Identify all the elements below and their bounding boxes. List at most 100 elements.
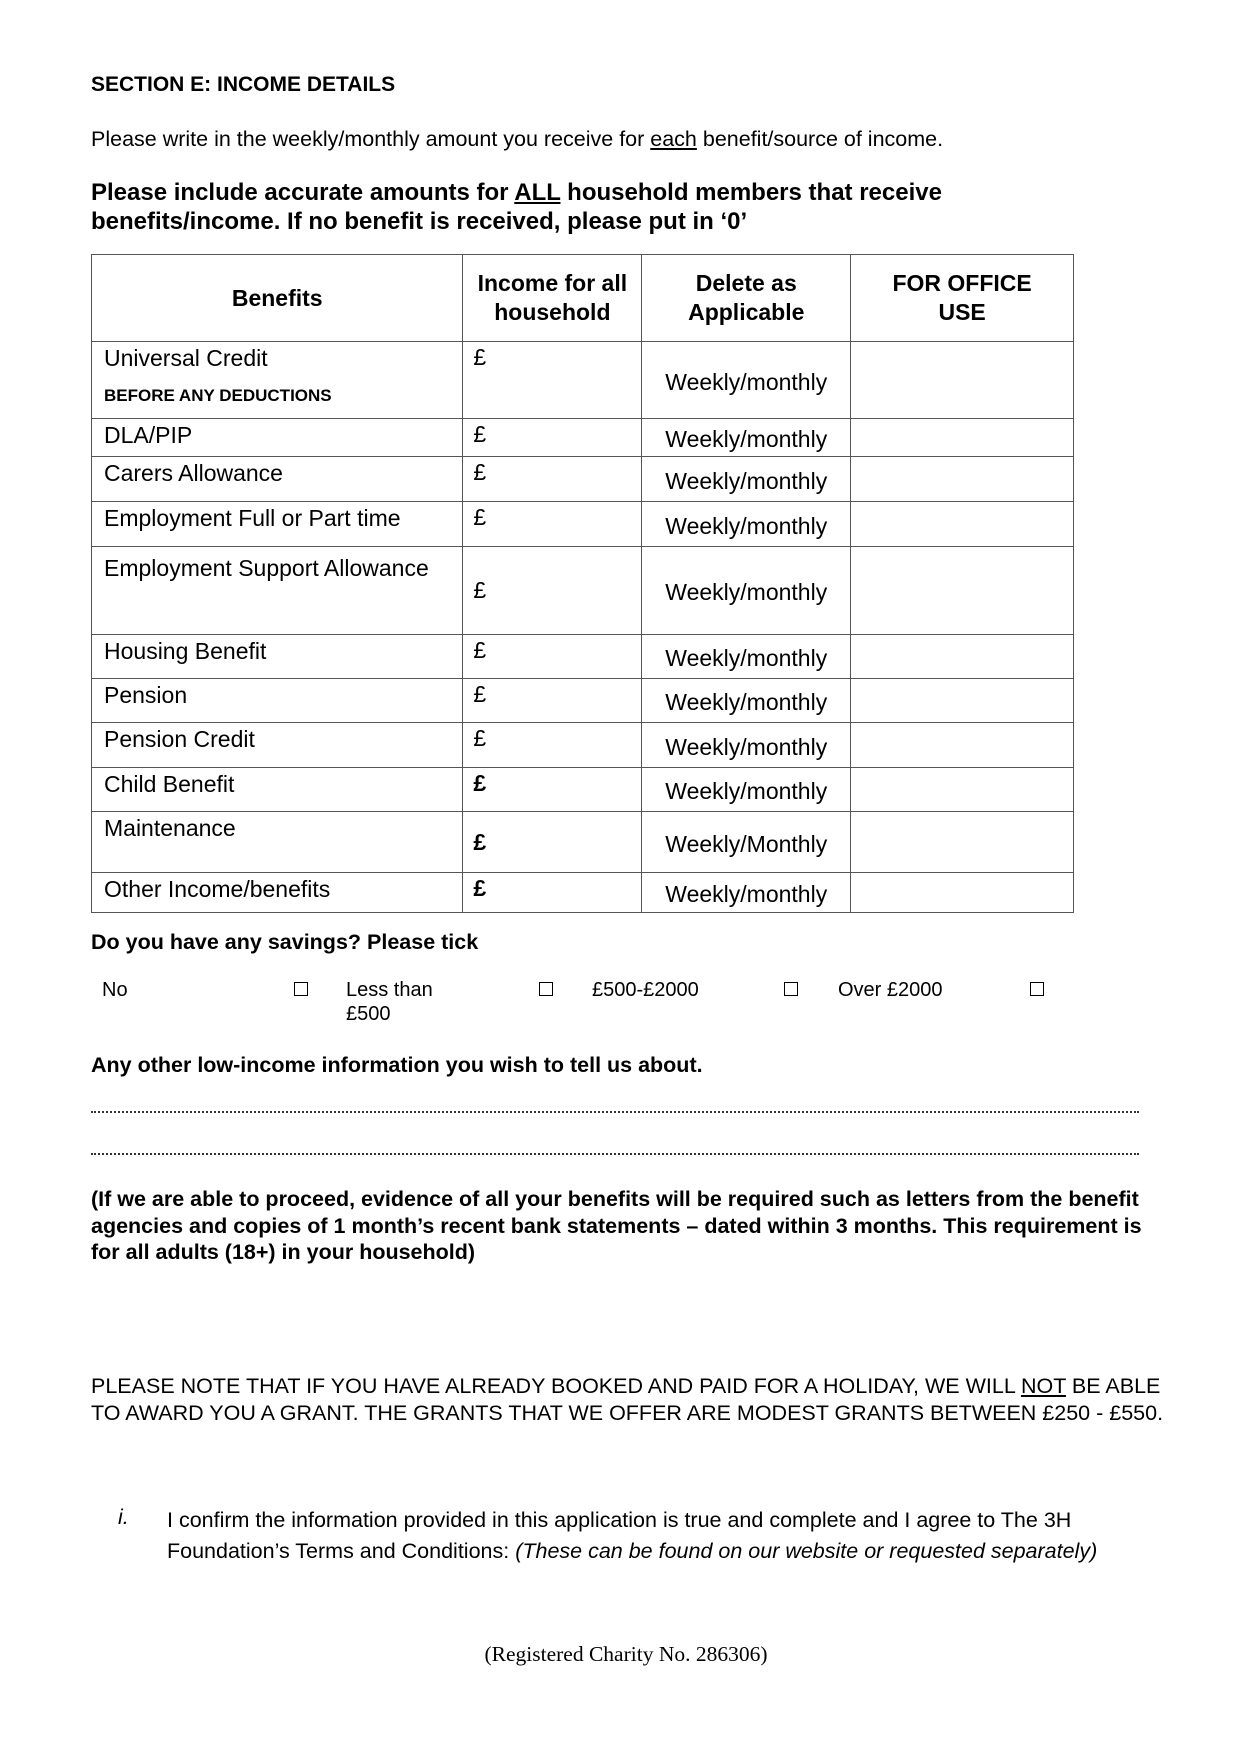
table-row: Pension Credit £ Weekly/monthly: [90, 722, 1074, 768]
benefit-label: Employment Support Allowance: [104, 555, 429, 581]
confirmation-italic: (These can be found on our website or re…: [515, 1539, 1098, 1563]
checkbox-less-than-500[interactable]: [539, 982, 553, 996]
benefit-name: Universal Credit BEFORE ANY DEDUCTIONS: [90, 341, 464, 419]
table-row: Pension £ Weekly/monthly: [90, 678, 1074, 723]
table-row: DLA/PIP £ Weekly/monthly: [90, 418, 1074, 457]
period-selector[interactable]: Weekly/monthly: [641, 722, 852, 768]
office-use-cell: [850, 501, 1074, 547]
office-use-cell: [850, 722, 1074, 768]
table-header-row: Benefits Income for all household Delete…: [90, 254, 1074, 342]
benefit-label: Employment Full or Part time: [104, 505, 401, 531]
currency-symbol: £: [473, 459, 487, 485]
income-table: Benefits Income for all household Delete…: [90, 254, 1074, 913]
benefit-label: Carers Allowance: [104, 460, 283, 486]
instruction-underlined: ALL: [514, 179, 561, 206]
savings-option-label: Over £2000: [838, 979, 943, 1001]
office-use-cell: [850, 767, 1074, 812]
office-use-cell: [850, 678, 1074, 723]
period-selector[interactable]: Weekly/monthly: [641, 341, 852, 419]
holiday-note-underlined: NOT: [1020, 1374, 1066, 1398]
other-info-line-1[interactable]: [91, 1111, 1139, 1113]
office-use-cell: [850, 418, 1074, 457]
benefit-label: DLA/PIP: [104, 422, 193, 448]
currency-symbol: £: [473, 344, 487, 370]
benefit-name: Employment Full or Part time: [90, 501, 464, 547]
income-amount-field[interactable]: £: [462, 418, 643, 457]
benefit-name: Child Benefit: [90, 767, 464, 812]
period-selector[interactable]: Weekly/monthly: [641, 872, 852, 913]
holiday-note-after: BE ABLE TO AWARD YOU A GRANT. THE GRANTS…: [91, 1374, 1164, 1425]
savings-option-label: Less than £500: [346, 979, 433, 1025]
benefit-name: Housing Benefit: [90, 634, 464, 679]
table-row: Housing Benefit £ Weekly/monthly: [90, 634, 1074, 679]
income-amount-field[interactable]: £: [462, 811, 643, 873]
benefit-name: Employment Support Allowance: [90, 546, 464, 635]
income-amount-field[interactable]: £: [462, 501, 643, 547]
benefit-name: Other Income/benefits: [90, 872, 464, 913]
checkbox-over-2000[interactable]: [1030, 982, 1044, 996]
header-benefits: Benefits: [90, 254, 464, 342]
benefit-name: Maintenance: [90, 811, 464, 873]
period-selector[interactable]: Weekly/monthly: [641, 634, 852, 679]
period-selector[interactable]: Weekly/Monthly: [641, 811, 852, 873]
header-income: Income for all household: [462, 254, 643, 342]
confirmation-main: I confirm the information provided in th…: [167, 1508, 1072, 1563]
list-marker: i.: [118, 1505, 129, 1529]
intro-after: benefit/source of income.: [696, 127, 944, 151]
savings-option-label: £500-£2000: [592, 979, 699, 1001]
office-use-cell: [850, 456, 1074, 502]
benefit-name: Carers Allowance: [90, 456, 464, 502]
table-row: Other Income/benefits £ Weekly/monthly: [90, 872, 1074, 913]
table-row: Carers Allowance £ Weekly/monthly: [90, 456, 1074, 502]
instruction-after: household members that receive benefits/…: [91, 179, 942, 235]
currency-symbol: £: [473, 421, 487, 447]
currency-symbol: £: [473, 637, 487, 663]
table-row: Employment Full or Part time £ Weekly/mont…: [90, 501, 1074, 547]
checkbox-500-2000[interactable]: [784, 982, 798, 996]
currency-symbol: £: [473, 828, 487, 855]
benefit-label: Universal Credit: [104, 345, 268, 371]
period-selector[interactable]: Weekly/monthly: [641, 767, 852, 812]
savings-question: Do you have any savings? Please tick: [91, 930, 479, 954]
income-amount-field[interactable]: £: [462, 634, 643, 679]
period-selector[interactable]: Weekly/monthly: [641, 501, 852, 547]
benefit-label: Pension: [104, 682, 188, 708]
office-use-cell: [850, 634, 1074, 679]
benefit-label: Child Benefit: [104, 771, 235, 797]
currency-symbol: £: [473, 875, 487, 901]
period-selector[interactable]: Weekly/monthly: [641, 456, 852, 502]
header-office-use: FOR OFFICE USE: [850, 254, 1074, 342]
income-amount-field[interactable]: £: [462, 872, 643, 913]
currency-symbol: £: [473, 577, 487, 603]
office-use-cell: [850, 872, 1074, 913]
period-selector[interactable]: Weekly/monthly: [641, 418, 852, 457]
income-amount-field[interactable]: £: [462, 678, 643, 723]
other-info-line-2[interactable]: [91, 1153, 1139, 1155]
period-selector[interactable]: Weekly/monthly: [641, 546, 852, 635]
office-use-cell: [850, 811, 1074, 873]
income-amount-field[interactable]: £: [462, 341, 643, 419]
benefit-sublabel: BEFORE ANY DEDUCTIONS: [104, 386, 332, 405]
checkbox-no[interactable]: [294, 982, 308, 996]
office-use-cell: [850, 546, 1074, 635]
benefit-label: Housing Benefit: [104, 638, 267, 664]
currency-symbol: £: [473, 770, 487, 796]
income-amount-field[interactable]: £: [462, 546, 643, 635]
benefit-label: Maintenance: [104, 815, 236, 841]
table-row: Child Benefit £ Weekly/monthly: [90, 767, 1074, 812]
benefit-label: Pension Credit: [104, 726, 255, 752]
income-amount-field[interactable]: £: [462, 456, 643, 502]
benefit-label: Other Income/benefits: [104, 876, 331, 902]
intro-before: Please write in the weekly/monthly amoun…: [91, 127, 651, 151]
savings-option-label: No: [102, 979, 128, 1001]
currency-symbol: £: [473, 681, 487, 707]
table-row: Maintenance £ Weekly/Monthly: [90, 811, 1074, 873]
income-amount-field[interactable]: £: [462, 722, 643, 768]
period-selector[interactable]: Weekly/monthly: [641, 678, 852, 723]
charity-footer: (Registered Charity No. 286306): [484, 1642, 768, 1666]
currency-symbol: £: [473, 504, 487, 530]
benefit-name: Pension Credit: [90, 722, 464, 768]
income-amount-field[interactable]: £: [462, 767, 643, 812]
intro-underlined: each: [650, 127, 697, 151]
section-title: SECTION E: INCOME DETAILS: [91, 73, 396, 96]
